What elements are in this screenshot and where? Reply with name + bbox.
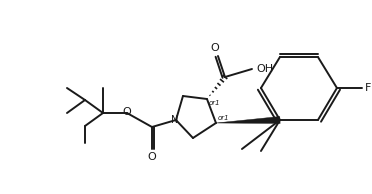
Text: O: O — [148, 152, 156, 162]
Text: or1: or1 — [218, 115, 230, 121]
Text: OH: OH — [256, 64, 273, 74]
Polygon shape — [216, 117, 280, 124]
Text: F: F — [365, 83, 371, 93]
Text: or1: or1 — [209, 100, 221, 106]
Text: O: O — [211, 43, 219, 53]
Text: N: N — [171, 115, 179, 125]
Text: O: O — [123, 107, 131, 117]
